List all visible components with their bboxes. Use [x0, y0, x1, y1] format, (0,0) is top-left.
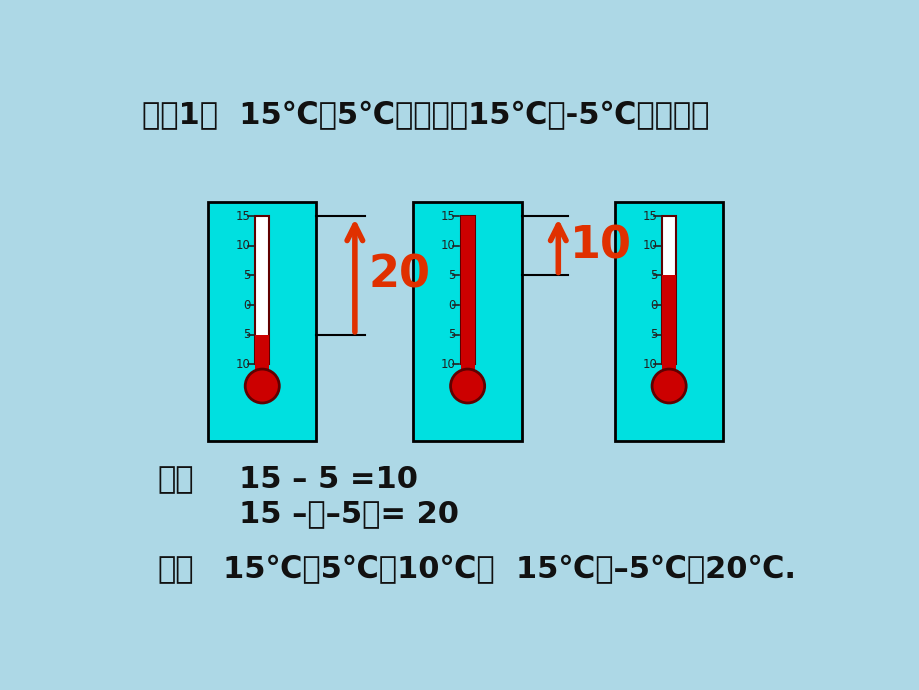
Text: 10: 10 — [440, 239, 456, 253]
Bar — [413, 202, 521, 441]
Bar — [662, 275, 675, 364]
Text: 15 –（–5）= 20: 15 –（–5）= 20 — [239, 500, 459, 529]
Bar — [208, 202, 316, 441]
Text: 5: 5 — [243, 269, 250, 282]
Text: 5: 5 — [448, 269, 456, 282]
Text: 5: 5 — [243, 328, 250, 342]
Text: 10: 10 — [235, 239, 250, 253]
Bar — [460, 216, 474, 364]
Text: 0: 0 — [448, 299, 456, 312]
Bar — [460, 363, 474, 386]
Circle shape — [652, 369, 686, 403]
Bar — [255, 363, 269, 386]
Text: 15: 15 — [440, 210, 456, 222]
Text: 15: 15 — [642, 210, 657, 222]
Bar — [255, 335, 269, 364]
Bar — [255, 216, 269, 364]
Text: 10: 10 — [235, 358, 250, 371]
Text: 问题1：  15℃比5℃高多少？15℃比-5℃高多少？: 问题1： 15℃比5℃高多少？15℃比-5℃高多少？ — [142, 101, 709, 130]
Text: 15: 15 — [235, 210, 250, 222]
Text: 10: 10 — [569, 224, 631, 267]
Text: 5: 5 — [650, 328, 657, 342]
Text: 20: 20 — [369, 254, 430, 297]
Text: 10: 10 — [642, 358, 657, 371]
Text: 解：: 解： — [157, 465, 194, 494]
Circle shape — [450, 369, 484, 403]
Text: 0: 0 — [650, 299, 657, 312]
Bar — [662, 216, 675, 364]
Text: 15℃比5℃高10℃，  15℃比–5℃高20℃.: 15℃比5℃高10℃， 15℃比–5℃高20℃. — [223, 555, 796, 584]
Bar — [460, 216, 474, 364]
Bar — [662, 363, 675, 386]
Bar — [614, 202, 722, 441]
Text: 5: 5 — [448, 328, 456, 342]
Text: 5: 5 — [650, 269, 657, 282]
Text: 0: 0 — [243, 299, 250, 312]
Text: 10: 10 — [440, 358, 456, 371]
Text: 10: 10 — [642, 239, 657, 253]
Text: 答：: 答： — [157, 555, 194, 584]
Text: 15 – 5 =10: 15 – 5 =10 — [239, 465, 417, 494]
Circle shape — [245, 369, 279, 403]
